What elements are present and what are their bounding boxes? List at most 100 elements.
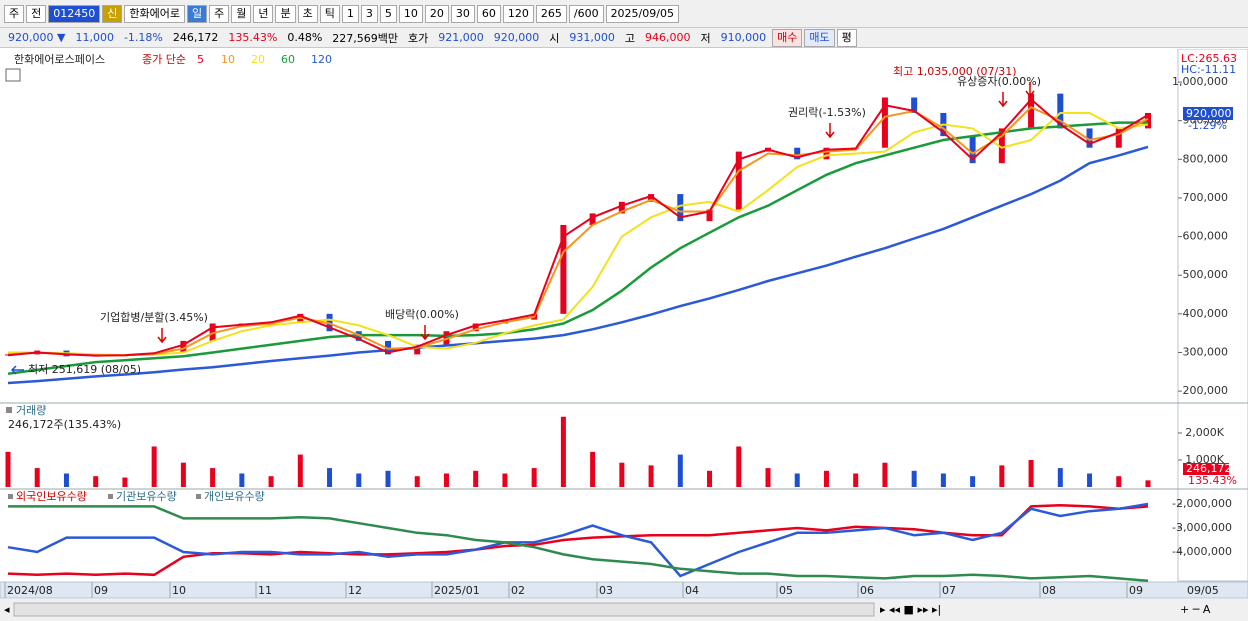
candle bbox=[735, 151, 742, 210]
legend-entry: 기관보유수량 bbox=[116, 490, 177, 503]
volume-bar bbox=[882, 462, 888, 487]
x-tick-label: 2024/08 bbox=[7, 584, 53, 597]
toolbar-item[interactable]: 월 bbox=[231, 4, 252, 23]
toolbar-item[interactable]: 주 bbox=[209, 4, 230, 23]
scroll-track[interactable] bbox=[13, 602, 875, 617]
chart: ◂ ▸ ◂◂ ■ ▸▸ ▸| + ─ A 200,000 300,000 400,0… bbox=[0, 49, 1248, 621]
toolbar-item[interactable]: 년 bbox=[253, 4, 274, 23]
panel-title: 거래량 bbox=[16, 404, 46, 417]
toolbar-item[interactable]: 주 bbox=[4, 4, 25, 23]
candle bbox=[1145, 112, 1151, 129]
chart-title: 한화에어로스페이스 bbox=[14, 53, 105, 66]
legend-entry: 개인보유수량 bbox=[204, 490, 265, 503]
volume-bar bbox=[619, 462, 625, 487]
toolbar-item[interactable]: 1 bbox=[341, 4, 359, 23]
legend-entry: 10 bbox=[221, 53, 235, 66]
toolbar-item[interactable]: 20 bbox=[424, 4, 449, 23]
volume-bar bbox=[34, 468, 40, 487]
quote-field: 920,000 bbox=[493, 31, 540, 44]
toolbar-item[interactable]: /600 bbox=[568, 4, 604, 23]
toolbar-item[interactable]: 신 bbox=[102, 4, 123, 23]
toolbar-item[interactable]: 분 bbox=[275, 4, 296, 23]
order-button[interactable]: 매도 bbox=[804, 28, 835, 47]
settings-icon[interactable] bbox=[5, 68, 21, 82]
toolbar-item[interactable]: 3 bbox=[360, 4, 378, 23]
legend-entry: 5 bbox=[197, 53, 204, 66]
scroll-right[interactable]: ▸ ◂◂ ■ ▸▸ ▸| bbox=[880, 603, 941, 616]
candle bbox=[618, 201, 625, 214]
toolbar-item[interactable]: 일 bbox=[186, 4, 208, 23]
toolbar-item[interactable]: 한화에어로 bbox=[124, 4, 185, 23]
volume-bar bbox=[1145, 480, 1151, 487]
volume-bar bbox=[151, 446, 157, 487]
volume-bar bbox=[93, 476, 99, 487]
quote-field: 920,000 ▼ bbox=[8, 31, 66, 44]
annotation: 최고 1,035,000 (07/31) bbox=[893, 65, 1017, 78]
legend-entry: 60 bbox=[281, 53, 295, 66]
toolbar-item[interactable]: 60 bbox=[476, 4, 501, 23]
current-price-box bbox=[1183, 107, 1233, 120]
scroll-left[interactable]: ◂ bbox=[4, 603, 10, 616]
legend-entry: 120 bbox=[311, 53, 332, 66]
annotation: 권리락(-1.53%) bbox=[788, 106, 866, 119]
candle bbox=[180, 340, 187, 353]
toolbar-item[interactable]: 265 bbox=[535, 4, 567, 23]
candle bbox=[472, 323, 479, 332]
y-tick-label: 1,000,000 bbox=[1172, 75, 1228, 88]
volume-bar bbox=[1087, 473, 1093, 487]
order-button[interactable]: 평 bbox=[836, 28, 857, 47]
quote-field: 921,000 bbox=[438, 31, 484, 44]
x-tick-label: 09 bbox=[1129, 584, 1143, 597]
legend-entry: 외국인보유수량 bbox=[16, 490, 87, 503]
toolbar-item[interactable]: 초 bbox=[297, 4, 318, 23]
lc-label: LC:265.63 bbox=[1181, 52, 1237, 65]
x-tick-label: 08 bbox=[1042, 584, 1056, 597]
candle bbox=[560, 224, 567, 314]
volume-bar bbox=[1028, 459, 1034, 487]
toolbar-item[interactable]: 2025/09/05 bbox=[605, 4, 679, 23]
volume-bar bbox=[794, 473, 800, 487]
y-tick-label: 400,000 bbox=[1183, 307, 1229, 320]
volume-bar bbox=[999, 465, 1005, 487]
candle bbox=[706, 209, 713, 222]
quote-field: 946,000 bbox=[645, 31, 691, 44]
holding-line bbox=[7, 502, 1149, 578]
y-tick-label: 600,000 bbox=[1183, 230, 1229, 243]
ma-line bbox=[7, 98, 1149, 357]
y-tick-label: 300,000 bbox=[1183, 345, 1229, 358]
volume-bar bbox=[5, 451, 11, 487]
candle bbox=[589, 213, 596, 225]
current-price: 920,000 bbox=[1186, 107, 1232, 120]
x-tick-label: 09 bbox=[94, 584, 108, 597]
legend-swatch bbox=[196, 494, 201, 499]
y-tick-label: 1,000K bbox=[1185, 453, 1224, 466]
annotation: 유상증자(0.00%) bbox=[957, 75, 1041, 88]
x-tick-label: 06 bbox=[860, 584, 874, 597]
zoom-controls[interactable]: + ─ A bbox=[1180, 603, 1211, 616]
quote-field: 고 bbox=[624, 31, 636, 45]
y-tick-label: -4,000,000 bbox=[1172, 545, 1232, 558]
last-volume-box bbox=[1183, 463, 1229, 475]
toolbar-item[interactable]: 5 bbox=[379, 4, 397, 23]
toolbar-item[interactable]: 틱 bbox=[319, 4, 340, 23]
event-arrow bbox=[1025, 82, 1035, 98]
toolbar-item[interactable]: 30 bbox=[450, 4, 475, 23]
toolbar-item[interactable]: 120 bbox=[502, 4, 534, 23]
volume-bar bbox=[531, 468, 537, 487]
toolbar-item[interactable]: 10 bbox=[398, 4, 423, 23]
event-arrow bbox=[157, 328, 167, 344]
toolbar-item[interactable]: 012450 bbox=[48, 4, 101, 23]
volume-bar bbox=[823, 470, 829, 487]
ma-line bbox=[7, 106, 1149, 357]
y-tick-label: -3,000,000 bbox=[1172, 521, 1232, 534]
volume-bar bbox=[327, 468, 333, 487]
current-change: -1.29% bbox=[1188, 119, 1227, 132]
toolbar-item[interactable]: 전 bbox=[26, 4, 47, 23]
volume-bar bbox=[1116, 476, 1122, 487]
order-button[interactable]: 매수 bbox=[772, 28, 803, 47]
volume-bar bbox=[736, 446, 742, 487]
legend-entry: 20 bbox=[251, 53, 265, 66]
indicator-name: 종가 단순 bbox=[142, 53, 186, 66]
candle bbox=[1086, 128, 1093, 148]
